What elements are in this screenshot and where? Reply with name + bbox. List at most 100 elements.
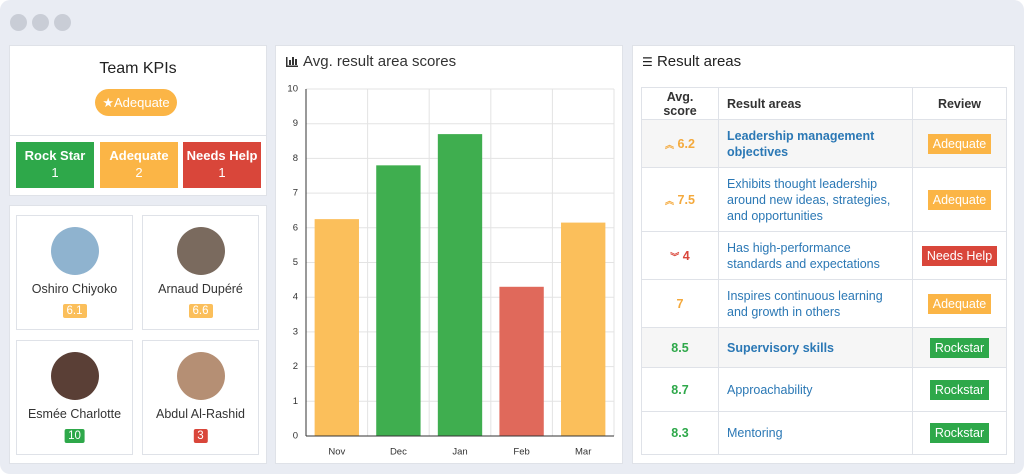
- avatar: [51, 227, 99, 275]
- table-row: 7 Inspires continuous learning and growth…: [641, 279, 1007, 328]
- review-badge: Adequate: [927, 133, 992, 154]
- kpi-count: 2: [135, 165, 143, 180]
- table-row: 8.5 Supervisory skills Rockstar: [641, 327, 1007, 368]
- header-cell: Result areas: [718, 87, 913, 120]
- up-icon: ︽: [665, 139, 675, 150]
- x-tick-label: Mar: [575, 447, 591, 458]
- score-cell: 8.3: [641, 411, 719, 455]
- y-tick-label: 9: [293, 118, 298, 129]
- bar: [376, 165, 421, 436]
- score-badge: 3: [193, 429, 208, 443]
- chart: Avg. result area scores 0 1 2 3 4 5 6 7 8 9 10 Nov D…: [286, 53, 615, 458]
- review-cell: Adequate: [912, 167, 1007, 232]
- review-cell: Rockstar: [912, 367, 1007, 412]
- panel-title: ☰ Result areas: [642, 53, 741, 70]
- person-name: Oshiro Chiyoko: [31, 282, 118, 296]
- avatar: [51, 352, 99, 400]
- bar: [561, 222, 606, 436]
- score-cell: 8.7: [641, 367, 719, 412]
- kpi-count: 1: [51, 165, 59, 180]
- header-row: Avg. score Result areas Review: [641, 87, 1007, 120]
- team-kpis-panel: Team KPIs ★Adequate Rock Star 1 Adequate 2…: [9, 45, 267, 196]
- chart-title: Avg. result area scores: [303, 53, 456, 70]
- x-tick-label: Jan: [452, 447, 467, 458]
- review-cell: Needs Help: [912, 231, 1007, 280]
- result-table: Avg. score Result areas Review ︽ 6.2 Leader…: [641, 87, 1007, 455]
- bar: [437, 134, 483, 437]
- area-cell[interactable]: Exhibits thought leadership around new i…: [718, 167, 913, 232]
- y-tick-label: 8: [293, 153, 298, 164]
- kpi-box: Rock Star 1: [16, 142, 94, 188]
- people-panel: Oshiro Chiyoko 6.1 Arnaud Dupéré 6.6 Esmée…: [9, 205, 267, 464]
- up-icon: ︽: [665, 195, 675, 206]
- x-tick-label: Feb: [513, 447, 529, 458]
- area-cell[interactable]: Leadership management objectives: [718, 119, 913, 168]
- area-cell[interactable]: Supervisory skills: [718, 327, 913, 368]
- chart-icon: [286, 57, 298, 67]
- window-dot[interactable]: [54, 14, 71, 31]
- area-cell[interactable]: Mentoring: [718, 411, 913, 455]
- area-cell[interactable]: Has high-performance standards and expec…: [718, 231, 913, 280]
- review-badge: Rockstar: [929, 337, 990, 358]
- score-cell: ︾ 4: [641, 231, 719, 280]
- kpi-box: Needs Help 1: [183, 142, 261, 188]
- score-cell: ︽ 6.2: [641, 119, 719, 168]
- review-badge: Rockstar: [929, 379, 990, 400]
- person-card[interactable]: Arnaud Dupéré 6.6: [142, 215, 259, 330]
- star-icon: ★: [102, 95, 114, 110]
- review-cell: Rockstar: [912, 411, 1007, 455]
- x-tick-label: Nov: [328, 447, 345, 458]
- y-tick-label: 7: [293, 188, 298, 199]
- window-dot[interactable]: [10, 14, 27, 31]
- review-cell: Adequate: [912, 279, 1007, 328]
- panel-title: Team KPIs: [99, 60, 177, 77]
- score: 6.2: [677, 136, 695, 151]
- y-tick-label: 1: [293, 396, 298, 407]
- area-cell[interactable]: Inspires continuous learning and growth …: [718, 279, 913, 328]
- divider: [10, 135, 266, 136]
- score-cell: 7: [641, 279, 719, 328]
- table-row: ︾ 4 Has high-performance standards and ex…: [641, 231, 1007, 280]
- kpi-label: Rock Star: [24, 148, 86, 163]
- review-cell: Adequate: [912, 119, 1007, 168]
- kpi-count: 1: [218, 165, 226, 180]
- score-cell: ︽ 7.5: [641, 167, 719, 232]
- bar: [499, 286, 544, 436]
- table-row: 8.3 Mentoring Rockstar: [641, 411, 1007, 455]
- area-cell[interactable]: Approachability: [718, 367, 913, 412]
- avatar: [177, 227, 225, 275]
- score-badge: 6.6: [188, 304, 213, 318]
- kpi-label: Adequate: [109, 148, 169, 163]
- review-badge: Adequate: [927, 189, 992, 210]
- header-cell: Review: [912, 87, 1007, 120]
- person-card[interactable]: Abdul Al-Rashid 3: [142, 340, 259, 455]
- score: 4: [682, 248, 690, 263]
- person-name: Abdul Al-Rashid: [156, 407, 245, 421]
- person-card[interactable]: Oshiro Chiyoko 6.1: [16, 215, 133, 330]
- y-tick-label: 2: [293, 361, 298, 372]
- review-badge: Needs Help: [921, 245, 998, 266]
- y-tick-label: 4: [293, 292, 298, 303]
- score-badge: 6.1: [62, 304, 87, 318]
- person-card[interactable]: Esmée Charlotte 10: [16, 340, 133, 455]
- chart-panel: Avg. result area scores 0 1 2 3 4 5 6 7 8 9 10 Nov D…: [275, 45, 623, 464]
- avatar: [177, 352, 225, 400]
- review-cell: Rockstar: [912, 327, 1007, 368]
- table-row: 8.7 Approachability Rockstar: [641, 367, 1007, 412]
- kpi-box: Adequate 2: [100, 142, 178, 188]
- score: 7.5: [677, 192, 695, 207]
- down-icon: ︾: [670, 251, 680, 262]
- panel-title-text: Result areas: [656, 53, 742, 70]
- review-badge: Rockstar: [929, 423, 990, 443]
- person-name: Esmée Charlotte: [27, 407, 122, 421]
- score-cell: 8.5: [641, 327, 719, 368]
- y-tick-label: 6: [293, 222, 298, 233]
- review-badge: Adequate: [927, 293, 992, 314]
- y-tick-label: 10: [287, 84, 298, 95]
- sliders-icon: ☰: [642, 55, 653, 69]
- badge-text: Adequate: [113, 95, 170, 110]
- status-badge: ★Adequate: [95, 89, 177, 116]
- window-dot[interactable]: [32, 14, 49, 31]
- bar: [314, 219, 359, 436]
- table-row: ︽ 6.2 Leadership management objectives Ade…: [641, 119, 1007, 168]
